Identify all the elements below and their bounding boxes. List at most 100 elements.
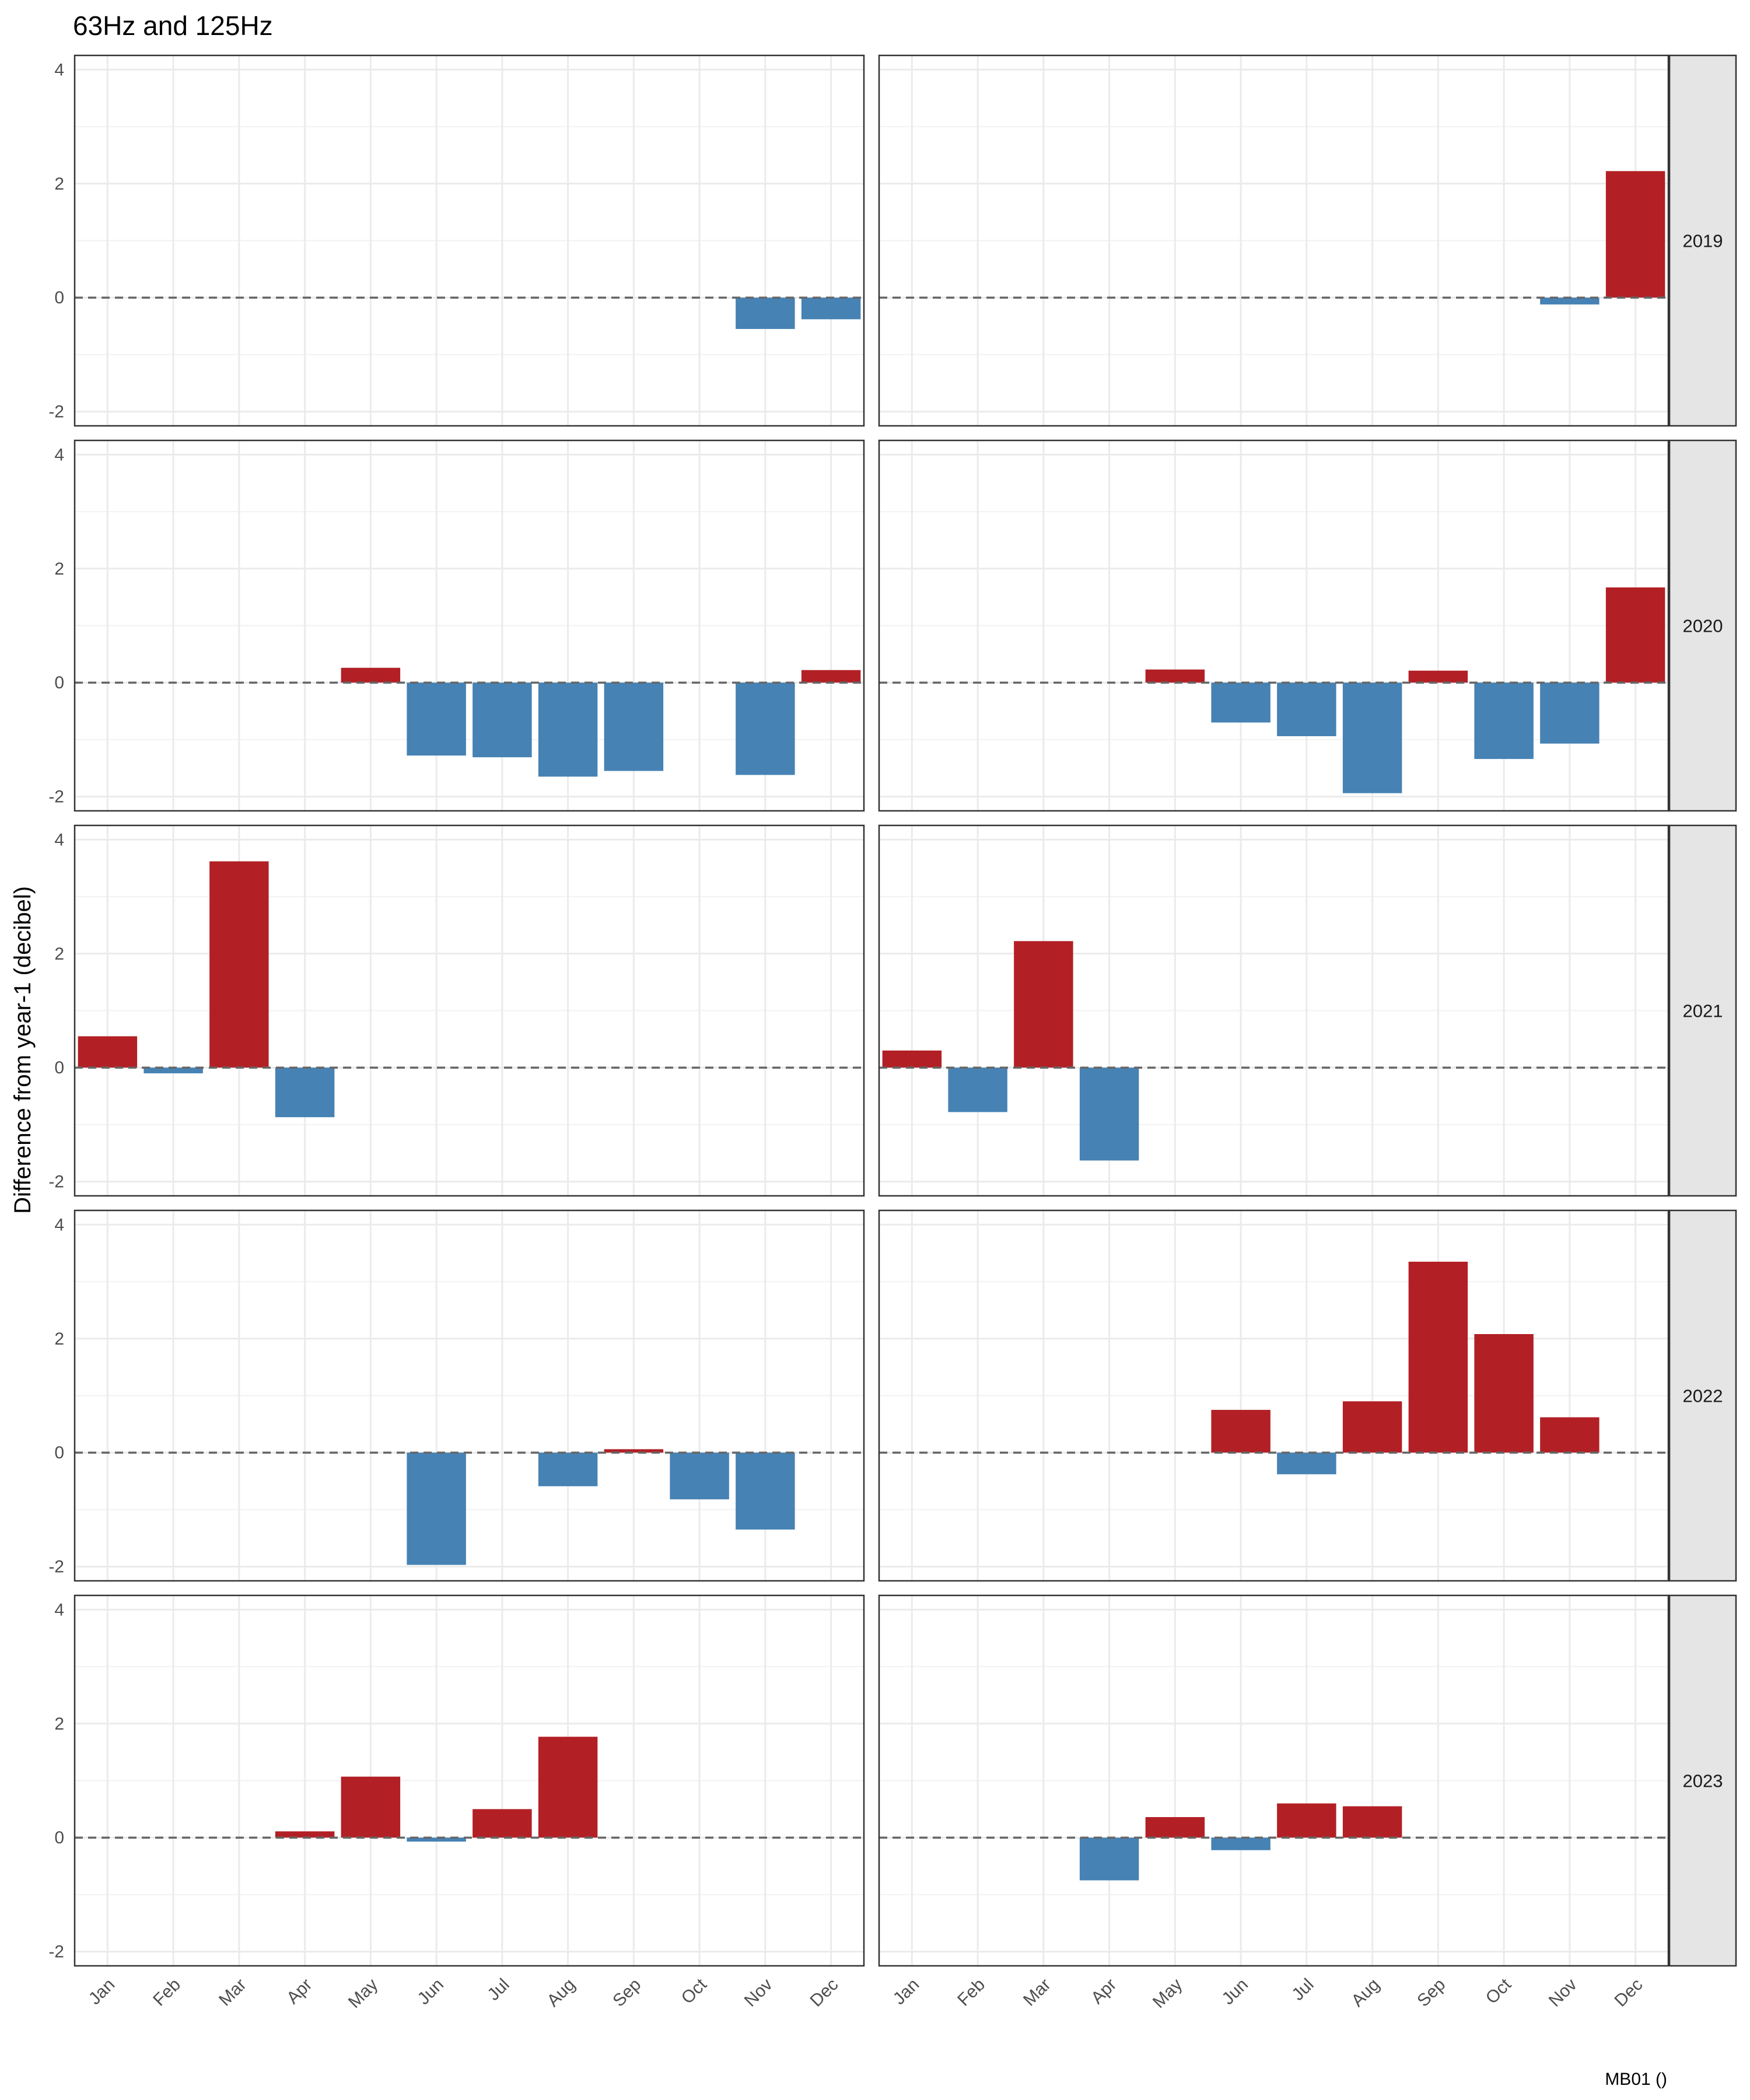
x-tick-label: Sep (1413, 1975, 1449, 2011)
x-tick-label: Oct (678, 1975, 711, 2008)
strip-background (1668, 54, 1737, 427)
x-tick-label: Mar (1020, 1975, 1055, 2010)
bar-Aug (538, 1452, 598, 1486)
bar-May (341, 667, 401, 683)
y-tick-label: 4 (54, 445, 64, 464)
panel-border (878, 54, 1670, 427)
x-tick-label: Aug (1348, 1975, 1383, 2011)
x-tick-label: Sep (609, 1975, 645, 2011)
bar-Sep (604, 682, 664, 771)
bar-Dec (801, 670, 861, 683)
panel-2019-63Hz: -2 0 2 4 (48, 54, 865, 427)
y-tick-label: -2 (48, 402, 64, 422)
bar-Jul (1277, 1803, 1336, 1838)
bar-Feb (144, 1068, 203, 1073)
bar-Sep (1408, 670, 1468, 683)
x-tick-label: Jun (414, 1975, 448, 2009)
panel-2021-63Hz: -2 0 2 4 (48, 824, 865, 1197)
bar-Apr (1079, 1838, 1139, 1881)
y-tick-label: 2 (54, 559, 64, 579)
bar-May (341, 1776, 401, 1838)
bar-Dec (801, 298, 861, 320)
y-tick-label: 2 (54, 1714, 64, 1734)
chart-caption: MB01 () (1605, 2070, 1667, 2089)
x-tick-label: Aug (543, 1975, 579, 2011)
bar-Nov (1540, 1417, 1600, 1453)
bar-Apr (275, 1068, 335, 1118)
bar-Jan (78, 1036, 138, 1068)
bar-Nov (1540, 298, 1600, 304)
panel-border (74, 54, 865, 427)
x-tick-label: May (1149, 1975, 1186, 2012)
x-tick-label: Jun (1219, 1975, 1252, 2009)
bar-Jun (1211, 1409, 1270, 1453)
y-tick-label: 0 (54, 1443, 64, 1462)
panel-border (878, 824, 1670, 1197)
y-axis-label: Difference from year-1 (decibel) (10, 886, 36, 1214)
bar-Aug (1342, 1401, 1402, 1453)
x-tick-label: May (345, 1975, 382, 2012)
bar-Oct (1474, 1334, 1534, 1453)
y-tick-label: -2 (48, 1943, 64, 1962)
strip-background (1668, 824, 1737, 1197)
y-tick-label: 0 (54, 673, 64, 692)
strip-background (1668, 439, 1737, 812)
bar-Jun (407, 1452, 466, 1565)
bar-Jul (1277, 1452, 1336, 1475)
bar-May (1145, 669, 1205, 683)
x-tick-label: Mar (215, 1975, 250, 2010)
bar-Aug (538, 1737, 598, 1838)
panel-border (878, 1209, 1670, 1582)
bar-Oct (1474, 682, 1534, 760)
facet-strip-2023: 2023 (1668, 1594, 1737, 1967)
facet-strip-2021: 2021 (1668, 824, 1737, 1197)
x-tick-label: Nov (741, 1975, 776, 2011)
bar-Apr (275, 1831, 335, 1838)
bar-Aug (1342, 682, 1402, 793)
facet-strip-2020: 2020 (1668, 439, 1737, 812)
bar-Mar (1014, 941, 1073, 1068)
y-tick-label: 0 (54, 1828, 64, 1847)
strip-label: 2020 (1683, 616, 1723, 636)
panel-border (74, 1209, 865, 1582)
strip-label: 2022 (1683, 1386, 1723, 1406)
panel-2019-125Hz (878, 54, 1670, 427)
panel-2020-125Hz (878, 439, 1670, 812)
x-tick-label: Dec (1611, 1975, 1647, 2011)
facet-strip-2022: 2022 (1668, 1209, 1737, 1582)
y-tick-label: -2 (48, 788, 64, 807)
bar-Apr (1079, 1068, 1139, 1161)
y-tick-label: 4 (54, 830, 64, 849)
panel-2021-125Hz (878, 824, 1670, 1197)
x-tick-label: Feb (149, 1975, 184, 2010)
panel-2023-125Hz: Jan Feb Mar Apr May Jun Jul Aug Sep Oct Nov Dec (878, 1594, 1670, 2012)
strip-label: 2021 (1683, 1001, 1723, 1021)
bar-Nov (736, 298, 795, 329)
bar-Jan (882, 1050, 942, 1068)
y-tick-label: -2 (48, 1558, 64, 1577)
x-tick-label: Dec (807, 1975, 842, 2011)
bar-Mar (209, 861, 269, 1068)
y-tick-label: 2 (54, 174, 64, 194)
panel-2022-63Hz: -2 0 2 4 (48, 1209, 865, 1582)
x-tick-label: Jan (890, 1975, 923, 2009)
bar-Nov (736, 682, 795, 775)
x-tick-label: Apr (1087, 1975, 1120, 2008)
bar-Dec (1605, 171, 1665, 298)
bar-Nov (736, 1452, 795, 1530)
strip-background (1668, 1209, 1737, 1582)
bar-Sep (604, 1449, 664, 1453)
bar-May (1145, 1817, 1205, 1838)
strip-label: 2023 (1683, 1771, 1723, 1791)
panel-2022-125Hz (878, 1209, 1670, 1582)
bar-Jun (407, 682, 466, 756)
panel-border (74, 824, 865, 1197)
bar-Sep (1408, 1261, 1468, 1453)
panel-border (878, 439, 1670, 812)
bar-Aug (1342, 1806, 1402, 1838)
y-tick-label: 0 (54, 288, 64, 307)
x-tick-label: Jul (1288, 1975, 1317, 2004)
x-tick-label: Oct (1482, 1975, 1516, 2008)
panel-border (74, 439, 865, 812)
y-tick-label: 4 (54, 1600, 64, 1619)
